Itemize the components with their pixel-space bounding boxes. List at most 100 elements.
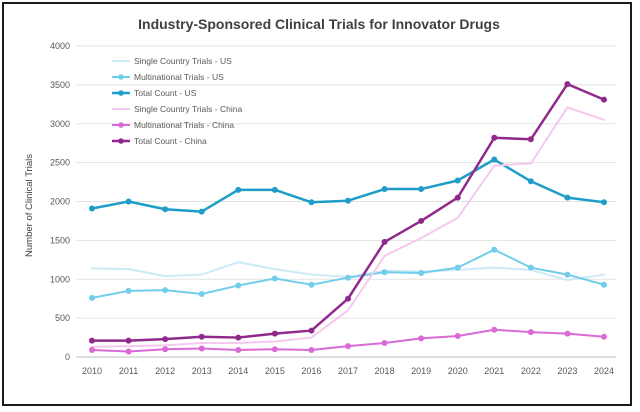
data-point: [601, 96, 607, 103]
x-tick-label: 2023: [557, 366, 577, 376]
chart-frame: Industry-Sponsored Clinical Trials for I…: [2, 2, 632, 406]
data-point: [454, 194, 461, 201]
legend-label: Single Country Trials - US: [134, 56, 232, 66]
data-point: [564, 194, 571, 201]
series-5: [89, 326, 607, 355]
x-tick-label: 2015: [265, 366, 285, 376]
data-point: [491, 156, 498, 163]
legend-label: Multinational Trials - China: [134, 120, 234, 130]
x-tick-label: 2018: [375, 366, 395, 376]
data-point: [345, 274, 351, 281]
data-point: [381, 269, 388, 276]
legend-swatch-marker: [118, 90, 124, 96]
data-point: [601, 333, 607, 340]
data-point: [491, 134, 498, 141]
legend-label: Total Count - China: [134, 136, 207, 146]
data-point: [418, 270, 425, 277]
data-point: [345, 295, 351, 302]
legend-item: Single Country Trials - US: [112, 56, 232, 66]
data-point: [271, 186, 278, 193]
x-tick-label: 2024: [594, 366, 614, 376]
series-6: [89, 81, 607, 344]
data-point: [418, 186, 425, 193]
data-point: [125, 287, 132, 294]
data-point: [418, 335, 425, 342]
data-point: [198, 291, 205, 298]
data-point: [601, 281, 607, 288]
data-point: [162, 336, 169, 343]
y-tick-label: 0: [65, 352, 70, 362]
x-tick-label: 2017: [338, 366, 358, 376]
data-point: [345, 197, 351, 204]
data-point: [564, 81, 571, 88]
data-point: [235, 282, 242, 289]
y-tick-label: 500: [55, 313, 70, 323]
data-point: [564, 330, 571, 337]
data-point: [491, 246, 498, 253]
y-tick-label: 1500: [50, 235, 70, 245]
data-point: [454, 177, 461, 184]
legend-item: Multinational Trials - US: [112, 72, 224, 82]
data-point: [198, 345, 205, 352]
data-point: [381, 186, 388, 193]
data-point: [271, 330, 278, 337]
legend-swatch-marker: [118, 74, 124, 80]
data-point: [308, 347, 315, 354]
series-line: [90, 158, 606, 213]
legend-label: Single Country Trials - China: [134, 104, 242, 114]
data-point: [125, 337, 132, 344]
chart-title: Industry-Sponsored Clinical Trials for I…: [138, 16, 500, 32]
data-point: [271, 275, 278, 282]
y-tick-label: 4000: [50, 41, 70, 51]
data-point: [89, 205, 95, 212]
y-tick-label: 3500: [50, 80, 70, 90]
data-point: [454, 264, 461, 271]
data-point: [527, 329, 534, 336]
y-tick-label: 1000: [50, 274, 70, 284]
data-point: [125, 348, 132, 355]
data-point: [235, 186, 242, 193]
legend-label: Total Count - US: [134, 88, 197, 98]
y-tick-label: 3000: [50, 119, 70, 129]
x-tick-label: 2020: [448, 366, 468, 376]
data-point: [89, 294, 95, 301]
data-point: [601, 199, 607, 206]
legend-swatch-marker: [118, 122, 124, 128]
legend-item: Single Country Trials - China: [112, 104, 242, 114]
legend-item: Total Count - US: [112, 88, 197, 98]
x-tick-label: 2021: [484, 366, 504, 376]
series-lines: [89, 81, 607, 355]
data-point: [271, 346, 278, 353]
data-point: [235, 334, 242, 341]
data-point: [308, 327, 315, 334]
data-point: [235, 347, 242, 354]
data-point: [345, 343, 351, 350]
data-point: [527, 264, 534, 271]
series-2: [89, 246, 607, 301]
y-axis-ticks: 0 500 1000 1500 2000 2500 3000 3500 4000: [50, 41, 70, 362]
y-axis-title: Number of Clinical Trials: [24, 154, 35, 257]
x-tick-label: 2013: [192, 366, 212, 376]
data-point: [198, 208, 205, 215]
data-point: [89, 337, 95, 344]
data-point: [89, 347, 95, 354]
x-tick-label: 2019: [411, 366, 431, 376]
data-point: [125, 198, 132, 205]
data-point: [564, 271, 571, 278]
y-tick-label: 2000: [50, 197, 70, 207]
y-tick-label: 2500: [50, 158, 70, 168]
legend: Single Country Trials - US Multinational …: [112, 56, 242, 146]
data-point: [491, 326, 498, 333]
data-point: [381, 238, 388, 245]
data-point: [418, 217, 425, 224]
data-point: [198, 333, 205, 340]
x-axis-ticks: 2010 2011 2012 2013 2014 2015 2016 2017 2018 2019…: [82, 366, 614, 376]
series-line: [91, 248, 605, 299]
legend-label: Multinational Trials - US: [134, 72, 224, 82]
legend-swatch-marker: [118, 138, 124, 144]
legend-item: Multinational Trials - China: [112, 120, 234, 130]
data-point: [162, 206, 169, 213]
data-point: [162, 287, 169, 294]
data-point: [454, 333, 461, 340]
